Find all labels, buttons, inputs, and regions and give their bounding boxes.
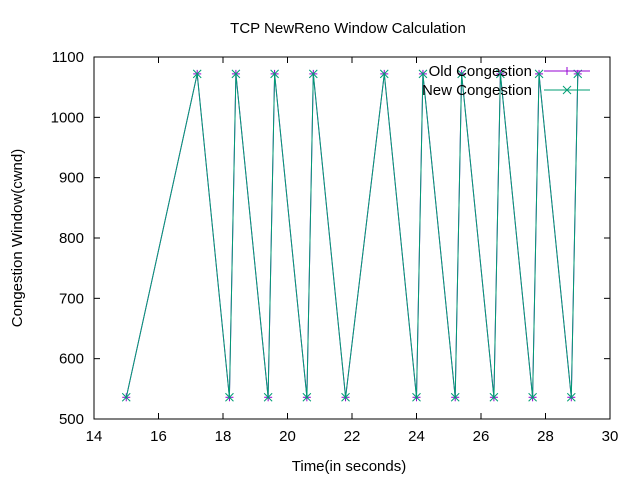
series-0 xyxy=(122,69,582,402)
plot-area xyxy=(93,56,611,420)
chart-title: TCP NewReno Window Calculation xyxy=(230,20,466,37)
data-point xyxy=(341,392,350,402)
data-point xyxy=(225,392,234,402)
legend: Old Congestion New Congestion xyxy=(422,63,590,99)
x-tick-label: 22 xyxy=(344,428,361,445)
data-point xyxy=(270,69,279,79)
series-line xyxy=(125,73,579,398)
y-tick-label: 1000 xyxy=(51,109,84,126)
data-point xyxy=(566,392,576,402)
y-tick-label: 600 xyxy=(59,351,84,368)
x-tick-label: 26 xyxy=(473,428,490,445)
data-point xyxy=(308,69,318,79)
y-tick-label: 1100 xyxy=(52,49,84,66)
series-line xyxy=(125,73,579,398)
x-tick-label: 20 xyxy=(279,428,296,445)
data-point xyxy=(495,69,505,79)
x-axis-label: Time(in seconds) xyxy=(292,458,406,475)
plot-frame xyxy=(93,56,611,420)
data-point xyxy=(450,392,460,402)
legend-label: Old Congestion xyxy=(429,63,532,80)
data-point xyxy=(379,69,389,79)
data-point xyxy=(457,69,467,79)
series-layer xyxy=(121,69,583,402)
data-point xyxy=(528,392,537,402)
y-axis-label: Congestion Window(cwnd) xyxy=(9,149,26,327)
y-ticks: 500 600 700 800 900 1000 1100 xyxy=(51,49,610,428)
x-tick-label: 16 xyxy=(150,428,167,445)
data-point xyxy=(121,392,131,402)
x-tick-label: 30 xyxy=(602,428,619,445)
x-tick-label: 28 xyxy=(537,428,554,445)
y-tick-label: 500 xyxy=(59,411,84,428)
x-tick-label: 14 xyxy=(86,428,103,445)
y-tick-label: 900 xyxy=(59,170,84,187)
legend-label: New Congestion xyxy=(422,82,532,99)
data-point xyxy=(412,392,421,402)
x-ticks: 14 16 18 20 22 24 26 28 30 xyxy=(86,57,619,445)
series-1 xyxy=(121,69,583,402)
x-tick-label: 24 xyxy=(408,428,425,445)
legend-marker xyxy=(562,85,572,95)
data-point xyxy=(489,392,499,402)
y-tick-label: 800 xyxy=(59,230,84,247)
legend-marker xyxy=(563,67,571,75)
data-point xyxy=(302,392,312,402)
y-tick-label: 700 xyxy=(59,290,84,307)
data-point xyxy=(534,69,544,79)
data-point xyxy=(263,392,273,402)
data-point xyxy=(418,69,428,79)
x-tick-label: 18 xyxy=(215,428,232,445)
data-point xyxy=(231,69,241,79)
data-point xyxy=(192,69,202,79)
